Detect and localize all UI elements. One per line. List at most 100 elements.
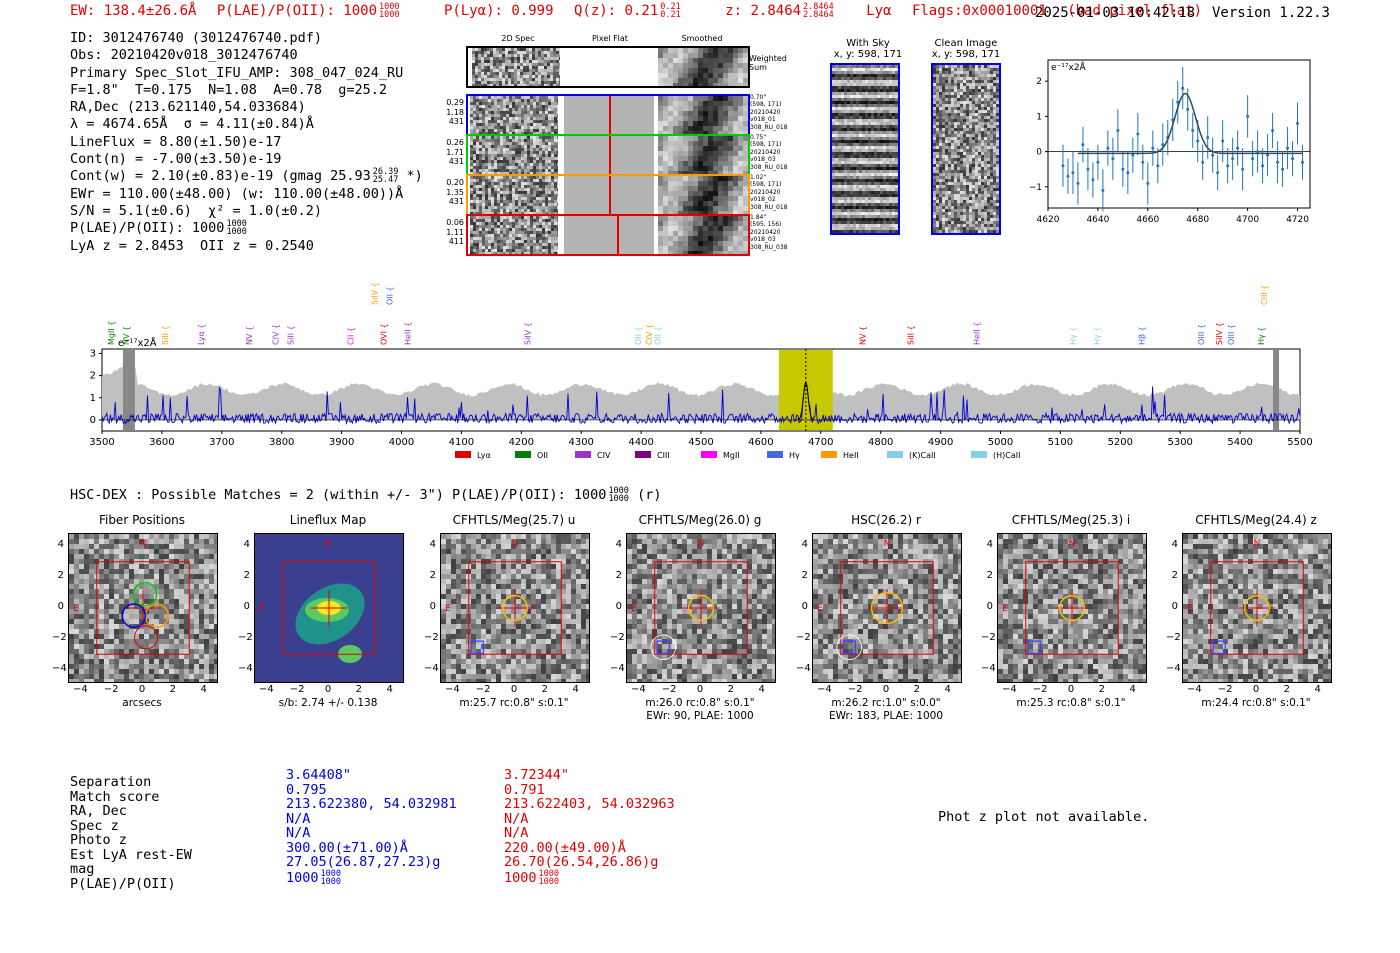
pixel — [688, 63, 693, 68]
pixel — [728, 226, 733, 231]
pixel — [951, 107, 954, 110]
pixel — [499, 81, 502, 84]
pixel — [487, 54, 490, 57]
pixel — [993, 104, 996, 107]
pixel — [841, 146, 844, 149]
pixel — [889, 134, 892, 137]
pixel — [874, 197, 877, 200]
pixel — [521, 114, 524, 117]
pixel — [886, 161, 889, 164]
pixel — [487, 75, 490, 78]
pixel — [693, 186, 698, 191]
pixel — [871, 158, 874, 161]
pixel — [470, 206, 473, 209]
pixel — [972, 158, 975, 161]
pixel — [515, 163, 518, 166]
pixel — [862, 125, 865, 128]
pixel — [972, 167, 975, 170]
pixel — [536, 111, 539, 114]
pixel — [951, 68, 954, 71]
pixel — [514, 48, 517, 51]
pixel — [527, 120, 530, 123]
pixel — [527, 148, 530, 151]
pixel — [473, 185, 476, 188]
pixel — [521, 246, 524, 249]
pixel — [713, 241, 718, 246]
pixel — [886, 95, 889, 98]
pixel — [728, 106, 733, 111]
pixel — [544, 60, 547, 63]
pixel — [557, 231, 558, 234]
pixel — [479, 237, 482, 240]
pixel — [847, 104, 850, 107]
pixel — [868, 122, 871, 125]
pixel — [536, 120, 539, 123]
pixel — [978, 86, 981, 89]
pixel — [551, 225, 554, 228]
pixel — [889, 122, 892, 125]
pixel — [871, 149, 874, 152]
pixel — [738, 151, 743, 156]
pixel — [503, 136, 506, 139]
pixel — [975, 200, 978, 203]
pixel — [948, 110, 951, 113]
pixel — [518, 252, 521, 254]
pixel — [978, 83, 981, 86]
pixel — [506, 172, 509, 174]
pixel — [883, 197, 886, 200]
pixel — [708, 196, 713, 201]
pixel — [476, 209, 479, 212]
pixel — [693, 226, 698, 231]
pixel — [718, 171, 723, 174]
pixel — [972, 155, 975, 158]
pixel — [545, 240, 548, 243]
pixel — [524, 160, 527, 163]
pixel — [972, 95, 975, 98]
pixel — [865, 122, 868, 125]
pixel — [473, 188, 476, 191]
pixel — [491, 237, 494, 240]
pixel — [678, 63, 683, 68]
pixel — [530, 222, 533, 225]
pixel — [856, 200, 859, 203]
pixel — [512, 148, 515, 151]
pixel — [978, 161, 981, 164]
pixel — [668, 116, 673, 121]
pixel — [850, 101, 853, 104]
pixel — [972, 104, 975, 107]
pixel — [874, 131, 877, 134]
pixel — [557, 142, 558, 145]
pixel — [521, 194, 524, 197]
pixel — [542, 228, 545, 231]
pixel — [530, 136, 533, 139]
pixel — [683, 48, 688, 53]
pixel — [728, 116, 733, 121]
pixel — [960, 134, 963, 137]
pixel — [524, 169, 527, 172]
fiber-row — [466, 174, 750, 216]
pixel — [990, 146, 993, 149]
pixel — [663, 201, 668, 206]
pixel — [853, 137, 856, 140]
pixel — [548, 117, 551, 120]
pixel — [743, 171, 748, 174]
pixel — [886, 155, 889, 158]
pixel — [476, 139, 479, 142]
pixel — [514, 57, 517, 60]
pixel — [957, 95, 960, 98]
pixel — [883, 116, 886, 119]
pixel — [494, 246, 497, 249]
pixel — [862, 107, 865, 110]
pixel — [512, 99, 515, 102]
pixel — [539, 157, 542, 160]
pixel — [738, 106, 743, 111]
pixel — [868, 104, 871, 107]
pixel — [865, 92, 868, 95]
pixel — [524, 246, 527, 249]
pixel — [847, 188, 850, 191]
pixel — [877, 203, 880, 206]
pixel — [520, 51, 523, 54]
pixel — [673, 216, 678, 221]
pixel — [557, 96, 558, 99]
pixel — [835, 119, 838, 122]
